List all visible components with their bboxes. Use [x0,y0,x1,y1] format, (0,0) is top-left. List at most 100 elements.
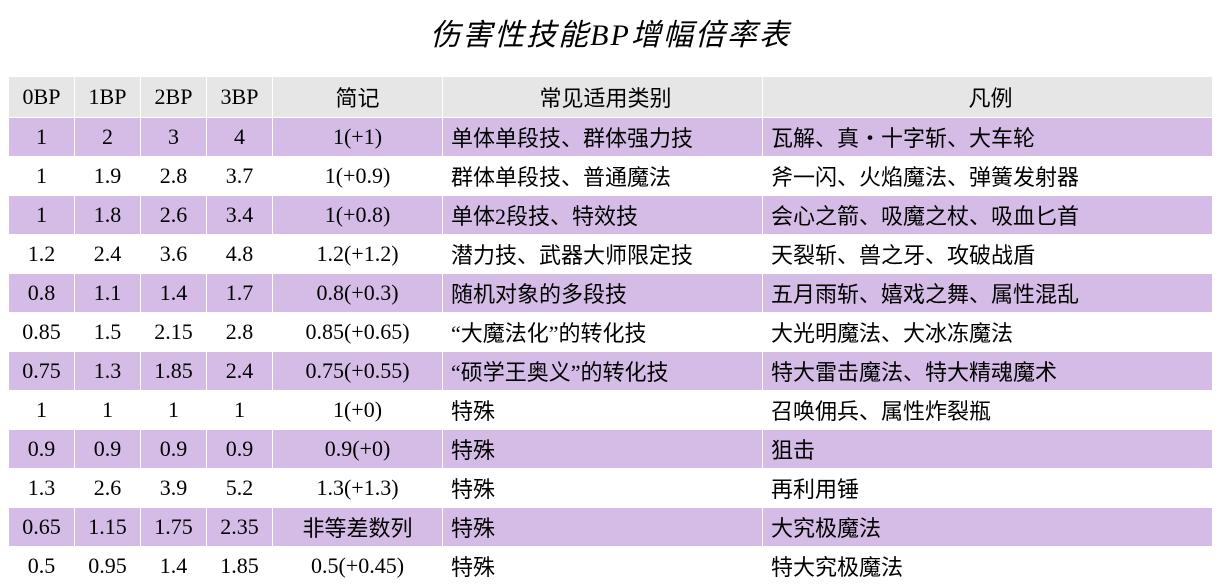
table-cell: 1.2 [9,235,75,274]
table-cell: 会心之箭、吸魔之杖、吸血匕首 [763,196,1213,235]
table-cell: 0.75 [9,352,75,391]
table-cell: 1.2(+1.2) [273,235,443,274]
table-cell: 0.5 [9,547,75,586]
table-cell: 1.4 [141,547,207,586]
table-cell: 1.1 [75,274,141,313]
table-body: 12341(+1)单体单段技、群体强力技瓦解、真・十字斩、大车轮11.92.83… [9,118,1213,586]
table-cell: 1.3 [75,352,141,391]
table-row: 0.90.90.90.90.9(+0)特殊狙击 [9,430,1213,469]
table-cell: 1 [9,157,75,196]
table-cell: 1(+0.9) [273,157,443,196]
table-cell: 3.6 [141,235,207,274]
table-cell: 五月雨斩、嬉戏之舞、属性混乱 [763,274,1213,313]
table-cell: 随机对象的多段技 [443,274,763,313]
table-cell: 1.85 [141,352,207,391]
table-cell: 天裂斩、兽之牙、攻破战盾 [763,235,1213,274]
table-cell: “大魔法化”的转化技 [443,313,763,352]
table-cell: 0.5(+0.45) [273,547,443,586]
table-row: 1.32.63.95.21.3(+1.3)特殊再利用锤 [9,469,1213,508]
table-cell: 非等差数列 [273,508,443,547]
table-cell: 1 [9,118,75,157]
table-cell: 3 [141,118,207,157]
table-cell: 再利用锤 [763,469,1213,508]
table-cell: 1.9 [75,157,141,196]
table-cell: 狙击 [763,430,1213,469]
table-cell: 0.9 [75,430,141,469]
table-header-cell: 简记 [273,77,443,118]
table-cell: 单体单段技、群体强力技 [443,118,763,157]
table-row: 1.22.43.64.81.2(+1.2)潜力技、武器大师限定技天裂斩、兽之牙、… [9,235,1213,274]
table-header-row: 0BP1BP2BP3BP简记常见适用类别凡例 [9,77,1213,118]
table-cell: 2 [75,118,141,157]
table-cell: 2.8 [207,313,273,352]
table-cell: 潜力技、武器大师限定技 [443,235,763,274]
table-header-cell: 凡例 [763,77,1213,118]
bp-multiplier-table: 0BP1BP2BP3BP简记常见适用类别凡例 12341(+1)单体单段技、群体… [8,76,1213,586]
table-cell: 1.7 [207,274,273,313]
table-cell: 特大雷击魔法、特大精魂魔术 [763,352,1213,391]
table-cell: 1 [75,391,141,430]
table-cell: 斧一闪、火焰魔法、弹簧发射器 [763,157,1213,196]
table-cell: 1.3 [9,469,75,508]
table-row: 0.751.31.852.40.75(+0.55)“硕学王奥义”的转化技特大雷击… [9,352,1213,391]
table-row: 0.651.151.752.35非等差数列特殊大究极魔法 [9,508,1213,547]
table-cell: 3.9 [141,469,207,508]
table-cell: 2.8 [141,157,207,196]
table-cell: 0.8 [9,274,75,313]
table-cell: 大光明魔法、大冰冻魔法 [763,313,1213,352]
table-cell: 单体2段技、特效技 [443,196,763,235]
table-cell: 1.75 [141,508,207,547]
table-cell: 1 [9,196,75,235]
table-cell: 特大究极魔法 [763,547,1213,586]
table-header-cell: 2BP [141,77,207,118]
table-cell: 0.8(+0.3) [273,274,443,313]
table-cell: 0.65 [9,508,75,547]
table-cell: 2.6 [75,469,141,508]
table-cell: “硕学王奥义”的转化技 [443,352,763,391]
table-cell: 0.9(+0) [273,430,443,469]
table-cell: 0.9 [9,430,75,469]
table-row: 0.81.11.41.70.8(+0.3)随机对象的多段技五月雨斩、嬉戏之舞、属… [9,274,1213,313]
table-cell: 0.75(+0.55) [273,352,443,391]
table-cell: 4.8 [207,235,273,274]
table-cell: 1.4 [141,274,207,313]
table-cell: 群体单段技、普通魔法 [443,157,763,196]
table-cell: 特殊 [443,547,763,586]
table-cell: 0.9 [141,430,207,469]
table-cell: 特殊 [443,469,763,508]
table-header-cell: 0BP [9,77,75,118]
table-cell: 瓦解、真・十字斩、大车轮 [763,118,1213,157]
table-cell: 0.85(+0.65) [273,313,443,352]
table-row: 11.92.83.71(+0.9)群体单段技、普通魔法斧一闪、火焰魔法、弹簧发射… [9,157,1213,196]
table-row: 0.851.52.152.80.85(+0.65)“大魔法化”的转化技大光明魔法… [9,313,1213,352]
table-header-cell: 3BP [207,77,273,118]
table-cell: 2.4 [207,352,273,391]
table-cell: 1 [207,391,273,430]
table-cell: 0.85 [9,313,75,352]
table-cell: 5.2 [207,469,273,508]
table-cell: 1.15 [75,508,141,547]
table-cell: 3.4 [207,196,273,235]
table-cell: 2.4 [75,235,141,274]
table-cell: 大究极魔法 [763,508,1213,547]
table-cell: 召唤佣兵、属性炸裂瓶 [763,391,1213,430]
table-cell: 1(+0) [273,391,443,430]
page-title: 伤害性技能BP增幅倍率表 [8,10,1213,54]
table-row: 11111(+0)特殊召唤佣兵、属性炸裂瓶 [9,391,1213,430]
table-header-cell: 常见适用类别 [443,77,763,118]
table-cell: 2.35 [207,508,273,547]
table-cell: 特殊 [443,508,763,547]
table-cell: 0.95 [75,547,141,586]
table-cell: 1(+1) [273,118,443,157]
table-cell: 0.9 [207,430,273,469]
table-cell: 1 [141,391,207,430]
table-cell: 4 [207,118,273,157]
table-cell: 3.7 [207,157,273,196]
table-cell: 1 [9,391,75,430]
table-cell: 特殊 [443,391,763,430]
table-header-cell: 1BP [75,77,141,118]
table-cell: 1.5 [75,313,141,352]
table-row: 0.50.951.41.850.5(+0.45)特殊特大究极魔法 [9,547,1213,586]
table-row: 11.82.63.41(+0.8)单体2段技、特效技会心之箭、吸魔之杖、吸血匕首 [9,196,1213,235]
table-cell: 2.6 [141,196,207,235]
